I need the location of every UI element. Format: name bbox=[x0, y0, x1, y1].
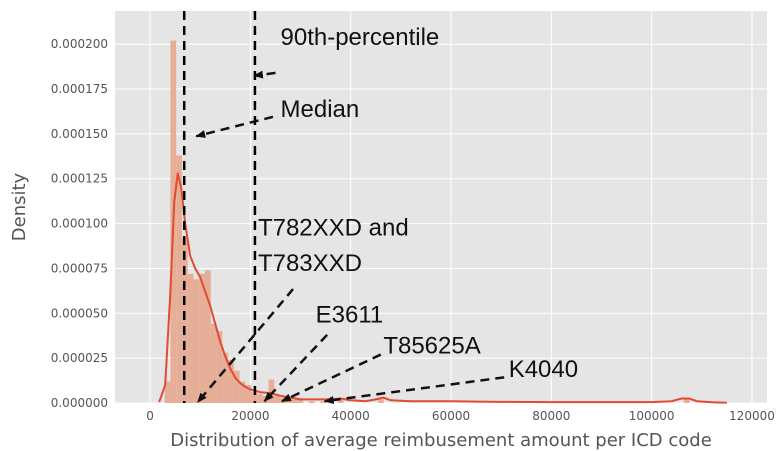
histogram-bar bbox=[337, 399, 344, 403]
t783xxd-annotation: T783XXD bbox=[258, 250, 362, 277]
histogram-bar bbox=[193, 279, 200, 403]
histogram-bar bbox=[308, 401, 315, 403]
tick-labels: 0 20000 40000 60000 80000 100000 120000 0.00000… bbox=[51, 37, 775, 423]
histogram-bar bbox=[268, 379, 275, 403]
histogram-bar bbox=[216, 331, 223, 403]
histogram-bar bbox=[181, 237, 188, 403]
histogram-bar bbox=[205, 270, 211, 403]
histogram-bar bbox=[210, 324, 217, 403]
y-tick-label: 0.000150 bbox=[51, 127, 108, 141]
histogram-bar bbox=[222, 352, 229, 403]
y-tick-label: 0.000100 bbox=[51, 217, 108, 231]
histogram-bar bbox=[291, 399, 298, 403]
e3611-arrow bbox=[263, 333, 329, 403]
y-tick-label: 0.000025 bbox=[51, 351, 108, 365]
90th-percentile-annotation: 90th-percentile bbox=[281, 24, 440, 51]
histogram-bar bbox=[233, 370, 240, 403]
x-tick-label: 0 bbox=[146, 409, 154, 423]
histogram-bar bbox=[187, 273, 194, 403]
histogram-bar bbox=[274, 395, 281, 403]
histogram-bar bbox=[262, 395, 269, 403]
histogram-bar bbox=[239, 381, 246, 403]
y-tick-label: 0.000125 bbox=[51, 172, 108, 186]
y-axis-label: Density bbox=[9, 172, 30, 241]
t783xxd-arrow bbox=[196, 288, 295, 403]
x-tick-label: 60000 bbox=[432, 409, 470, 423]
histogram-bar bbox=[320, 401, 327, 403]
y-tick-label: 0.000050 bbox=[51, 306, 108, 320]
y-tick-label: 0.000000 bbox=[51, 396, 108, 410]
x-tick-label: 100000 bbox=[629, 409, 675, 423]
histogram-bar bbox=[228, 359, 234, 403]
histogram-bar bbox=[297, 399, 304, 403]
y-tick-label: 0.000075 bbox=[51, 261, 108, 275]
y-tick-label: 0.000200 bbox=[51, 37, 108, 51]
t782xxd-and-annotation: T782XXD and bbox=[258, 214, 409, 241]
y-tick-label: 0.000175 bbox=[51, 82, 108, 96]
median-arrow bbox=[195, 115, 274, 138]
plot-background bbox=[115, 11, 767, 403]
90th-percentile-arrow bbox=[252, 70, 276, 79]
k4040-arrow bbox=[323, 376, 505, 404]
x-axis-label: Distribution of average reimbusement amo… bbox=[170, 430, 712, 451]
x-tick-label: 40000 bbox=[332, 409, 370, 423]
histogram-bar bbox=[251, 392, 257, 403]
histogram-bar bbox=[199, 273, 206, 403]
histogram-bar bbox=[176, 155, 182, 403]
histogram-bar bbox=[164, 381, 171, 403]
histogram-bar bbox=[683, 399, 690, 403]
t85625a-annotation: T85625A bbox=[383, 333, 480, 360]
annotations: 90th-percentile Median T782XXD and T783XXD E… bbox=[195, 24, 578, 404]
x-tick-label: 80000 bbox=[532, 409, 570, 423]
median-annotation: Median bbox=[281, 96, 360, 123]
k4040-annotation: K4040 bbox=[509, 356, 578, 383]
histogram-bar bbox=[256, 394, 263, 403]
histogram-bar bbox=[245, 385, 252, 403]
histogram-bar bbox=[378, 399, 384, 403]
x-tick-label: 20000 bbox=[231, 409, 269, 423]
x-tick-label: 120000 bbox=[729, 409, 775, 423]
t85625a-arrow bbox=[281, 353, 382, 403]
e3611-annotation: E3611 bbox=[316, 301, 384, 328]
